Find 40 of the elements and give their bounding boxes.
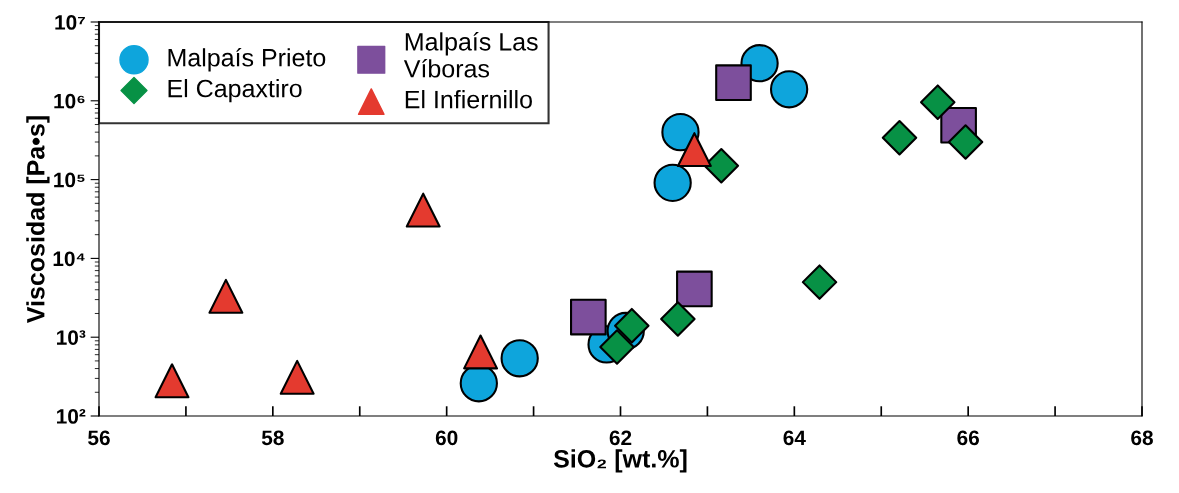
y-tick-label: 10² [57, 409, 86, 424]
point [881, 119, 918, 156]
point [661, 113, 700, 152]
legend-label: El Capaxtiro [168, 79, 302, 103]
y-tick-label: 10⁶ [54, 93, 85, 109]
point [676, 270, 713, 308]
y-tick-label: 10⁴ [53, 251, 85, 267]
point [660, 301, 696, 337]
y-tick-label: 10³ [57, 330, 86, 345]
point [715, 64, 752, 101]
x-tick-label: 60 [435, 430, 458, 446]
x-tick-label: 68 [1131, 430, 1153, 446]
point [703, 147, 740, 184]
x-tick-label: 58 [261, 430, 284, 446]
point [500, 339, 539, 378]
point [405, 192, 441, 228]
point [769, 70, 809, 109]
x-tick-label: 66 [957, 430, 979, 446]
point [599, 329, 635, 365]
point [279, 359, 315, 395]
x-tick-label: 56 [88, 430, 110, 446]
point [463, 334, 499, 370]
x-tick-label: 64 [783, 430, 806, 446]
y-tick-label: 10⁷ [55, 15, 85, 30]
legend-label: Malpaís Las Víboras [403, 32, 538, 78]
point [947, 124, 984, 160]
point [570, 298, 607, 336]
point [653, 163, 692, 202]
legend-label: Malpaís Prieto [168, 47, 326, 72]
point [208, 278, 244, 314]
x-axis-title: SiO₂ [wt.%] [553, 449, 687, 473]
y-axis-title: Viscosidad [Pa•s] [26, 116, 50, 324]
point [919, 84, 956, 120]
point [154, 363, 190, 399]
legend-label: El Infiernillo [405, 90, 532, 109]
y-tick-label: 10⁵ [54, 172, 85, 188]
point [614, 307, 650, 344]
point [801, 264, 838, 300]
point [676, 132, 712, 168]
x-tick-label: 62 [609, 430, 632, 446]
